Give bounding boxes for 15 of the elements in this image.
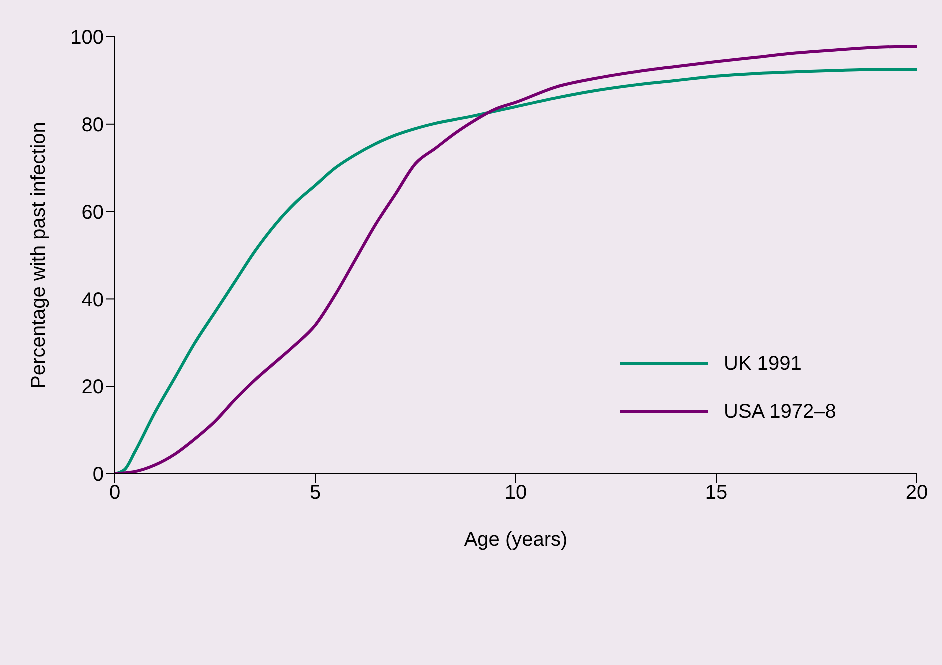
x-tick-label: 15 (705, 482, 728, 504)
y-tick-label: 80 (82, 114, 104, 136)
y-tick-label: 60 (82, 202, 104, 224)
y-tick-label: 100 (70, 27, 104, 50)
y-tick-label: 0 (92, 464, 104, 486)
x-axis-title: Age (years) (464, 529, 568, 551)
x-tick-label: 10 (504, 482, 528, 504)
x-tick-label: 0 (109, 482, 121, 504)
legend-label: USA 1972–8 (724, 400, 836, 424)
x-tick-label: 5 (310, 482, 322, 504)
x-tick-label: 20 (906, 482, 928, 504)
legend-label: UK 1991 (724, 352, 802, 376)
y-tick-label: 40 (82, 289, 104, 312)
y-tick-label: 20 (82, 376, 104, 399)
y-axis-title: Percentage with past infection (28, 122, 50, 389)
